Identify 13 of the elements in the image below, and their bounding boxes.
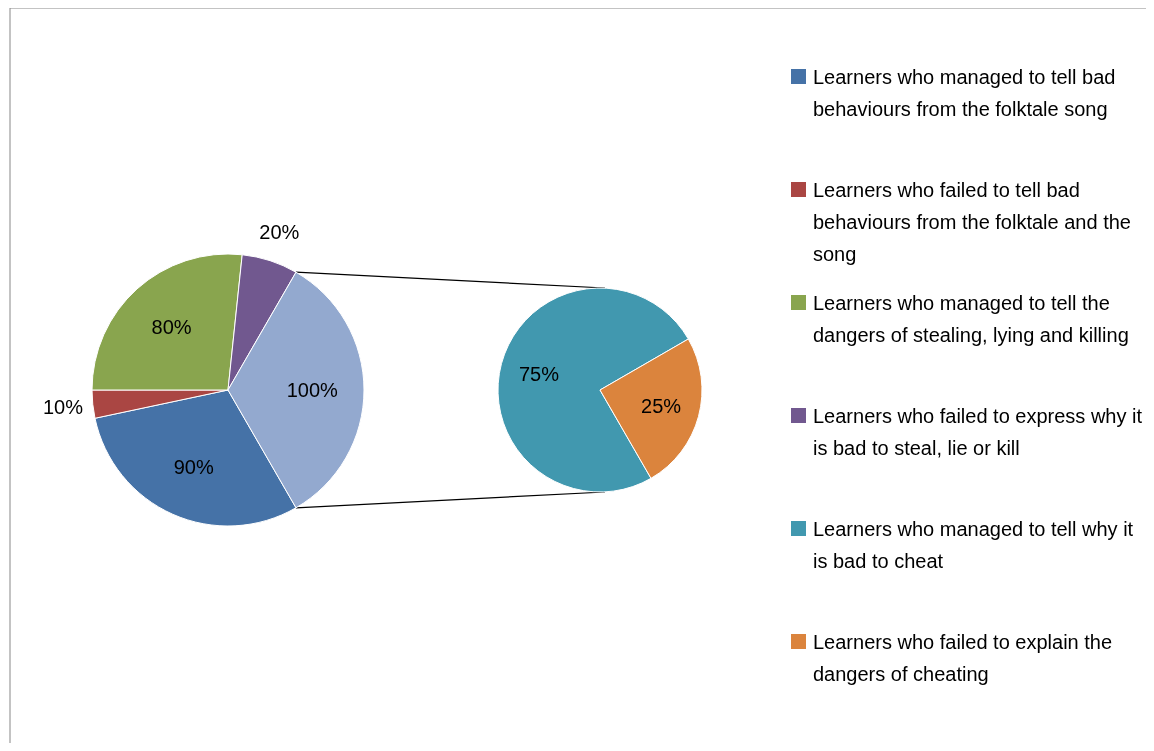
data-label: 10% xyxy=(42,396,84,419)
legend-label: Learners who managed to tell why it is bad to cheat xyxy=(813,518,1134,572)
legend-label: Learners who failed to tell bad behaviours from the folktale and the song xyxy=(813,179,1131,265)
legend-label: Learners who managed to tell the dangers of stealing, lying and killing xyxy=(813,292,1129,346)
legend-label: Learners who managed to tell bad behaviours from the folktale song xyxy=(813,66,1116,120)
data-label: 100% xyxy=(286,379,339,401)
data-label: 25% xyxy=(641,395,682,418)
legend-label: Learners who failed to express why it is bad to steal, lie or kill xyxy=(813,405,1143,459)
data-label: 75% xyxy=(518,362,560,385)
legend-label: Learners who failed to explain the dangers of cheating xyxy=(813,631,1113,685)
data-label: 90% xyxy=(173,456,214,479)
data-label: 80% xyxy=(151,316,192,339)
data-label: 20% xyxy=(259,221,300,244)
